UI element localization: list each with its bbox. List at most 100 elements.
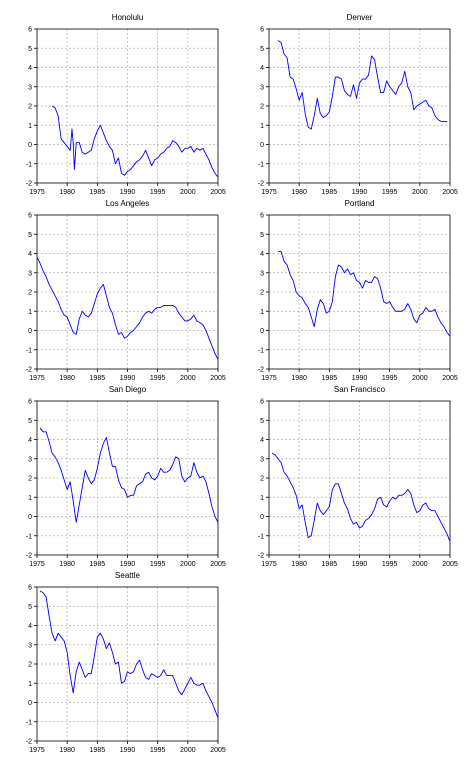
line-chart: -2 -1 0 1 2 3 4 5 6 1975 1980 1985 1990 1995 2000 2005 <box>26 399 226 569</box>
x-tick-label: 2000 <box>180 189 196 196</box>
plot-frame <box>268 214 451 370</box>
x-tick-label: 1975 <box>29 375 45 382</box>
chart-panel: San Francisco -2 -1 0 1 2 3 4 5 6 1975 1980 1985 1990… <box>237 385 458 569</box>
x-tick-label: 1985 <box>90 189 106 196</box>
line-chart: -2 -1 0 1 2 3 4 5 6 1975 1980 1985 1990 1995 2000 2005 <box>26 213 226 383</box>
y-tick-label: 5 <box>28 46 32 53</box>
y-tick-label: -2 <box>26 553 32 560</box>
y-tick-label: 3 <box>28 456 32 463</box>
y-tick-label: -1 <box>26 347 32 354</box>
chart-title: San Diego <box>108 385 147 394</box>
plot-frame <box>268 400 451 556</box>
series-line <box>271 452 451 542</box>
chart-title: Honolulu <box>111 13 144 22</box>
y-tick-label: 1 <box>260 309 264 316</box>
y-tick-label: 5 <box>260 46 264 53</box>
x-tick-label: 1995 <box>150 561 166 568</box>
y-tick-label: 0 <box>260 142 264 149</box>
chart-panel: Los Angeles -2 -1 0 1 2 3 4 5 6 1975 1980 1985 1990 19… <box>5 199 226 383</box>
x-tick-label: 2000 <box>412 561 428 568</box>
chart-panel: Seattle -2 -1 0 1 2 3 4 5 6 1975 1980 1985 1990 1995 20… <box>5 571 226 755</box>
line-chart: -2 -1 0 1 2 3 4 5 6 1975 1980 1985 1990 1995 2000 2005 <box>258 399 458 569</box>
y-tick-label: 0 <box>260 328 264 335</box>
plot-frame <box>36 586 219 742</box>
series-line <box>278 251 451 337</box>
y-tick-label: 5 <box>28 604 32 611</box>
y-tick-label: 1 <box>260 495 264 502</box>
x-tick-label: 1980 <box>59 189 75 196</box>
y-tick-label: 2 <box>28 476 32 483</box>
y-tick-label: 5 <box>260 232 264 239</box>
x-tick-label: 1995 <box>382 375 398 382</box>
y-tick-label: 2 <box>28 290 32 297</box>
series-line <box>39 590 219 719</box>
chart-title: San Francisco <box>333 385 386 394</box>
series-line <box>51 105 219 178</box>
x-tick-label: 1980 <box>291 375 307 382</box>
chart-title: Portland <box>344 199 375 208</box>
x-tick-label: 2005 <box>442 561 458 568</box>
y-tick-label: 2 <box>260 476 264 483</box>
x-tick-label: 2005 <box>210 561 226 568</box>
x-tick-label: 1985 <box>322 189 338 196</box>
y-tick-label: 6 <box>28 27 32 34</box>
x-tick-label: 1990 <box>120 747 136 754</box>
x-tick-label: 2005 <box>210 747 226 754</box>
x-tick-label: 1975 <box>261 561 277 568</box>
y-tick-label: 0 <box>28 700 32 707</box>
x-tick-label: 2000 <box>180 375 196 382</box>
y-tick-label: 1 <box>28 681 32 688</box>
chart-panel: Portland -2 -1 0 1 2 3 4 5 6 1975 1980 1985 1990 1995 2… <box>237 199 458 383</box>
x-tick-label: 1995 <box>382 189 398 196</box>
x-tick-label: 2005 <box>442 189 458 196</box>
y-tick-label: -1 <box>26 533 32 540</box>
y-tick-label: -2 <box>258 367 264 374</box>
y-tick-label: 5 <box>28 418 32 425</box>
y-tick-label: 3 <box>260 270 264 277</box>
x-tick-label: 1990 <box>352 189 368 196</box>
y-tick-label: 6 <box>260 27 264 34</box>
x-tick-label: 1985 <box>90 561 106 568</box>
y-tick-label: 3 <box>28 84 32 91</box>
x-tick-label: 1975 <box>29 747 45 754</box>
y-tick-label: 2 <box>260 104 264 111</box>
x-tick-label: 1980 <box>291 189 307 196</box>
x-tick-label: 2000 <box>412 375 428 382</box>
y-tick-label: 6 <box>28 585 32 592</box>
y-tick-label: 4 <box>28 437 32 444</box>
plot-frame <box>268 28 451 184</box>
y-tick-label: 6 <box>28 213 32 220</box>
x-tick-label: 1985 <box>322 561 338 568</box>
x-tick-label: 1985 <box>90 747 106 754</box>
y-tick-label: 6 <box>28 399 32 406</box>
y-tick-label: -2 <box>258 553 264 560</box>
x-tick-label: 1990 <box>352 375 368 382</box>
chart-title: Los Angeles <box>105 199 150 208</box>
line-chart: -2 -1 0 1 2 3 4 5 6 1975 1980 1985 1990 1995 2000 2005 <box>258 27 458 197</box>
x-tick-label: 2005 <box>442 375 458 382</box>
chart-panel: Honolulu -2 -1 0 1 2 3 4 5 6 1975 1980 1985 1990 1995 2… <box>5 13 226 196</box>
chart-title: Denver <box>346 13 373 22</box>
x-tick-label: 1980 <box>59 747 75 754</box>
y-tick-label: -1 <box>26 161 32 168</box>
y-tick-label: -1 <box>258 533 264 540</box>
x-tick-label: 1990 <box>352 561 368 568</box>
y-tick-label: -2 <box>26 367 32 374</box>
y-tick-label: 6 <box>260 213 264 220</box>
x-tick-label: 2000 <box>180 747 196 754</box>
y-tick-label: 4 <box>28 65 32 72</box>
y-tick-label: 3 <box>260 84 264 91</box>
y-tick-label: 3 <box>28 270 32 277</box>
y-tick-label: 6 <box>260 399 264 406</box>
y-tick-label: 3 <box>28 642 32 649</box>
line-chart: -2 -1 0 1 2 3 4 5 6 1975 1980 1985 1990 1995 2000 2005 <box>26 585 226 755</box>
y-tick-label: 2 <box>28 662 32 669</box>
y-tick-label: 2 <box>28 104 32 111</box>
y-tick-label: 4 <box>28 623 32 630</box>
x-tick-label: 1990 <box>120 561 136 568</box>
x-tick-label: 1985 <box>322 375 338 382</box>
y-tick-label: 4 <box>260 65 264 72</box>
y-tick-label: -2 <box>258 181 264 188</box>
y-tick-label: -1 <box>258 347 264 354</box>
line-chart: -2 -1 0 1 2 3 4 5 6 1975 1980 1985 1990 1995 2000 2005 <box>258 213 458 383</box>
